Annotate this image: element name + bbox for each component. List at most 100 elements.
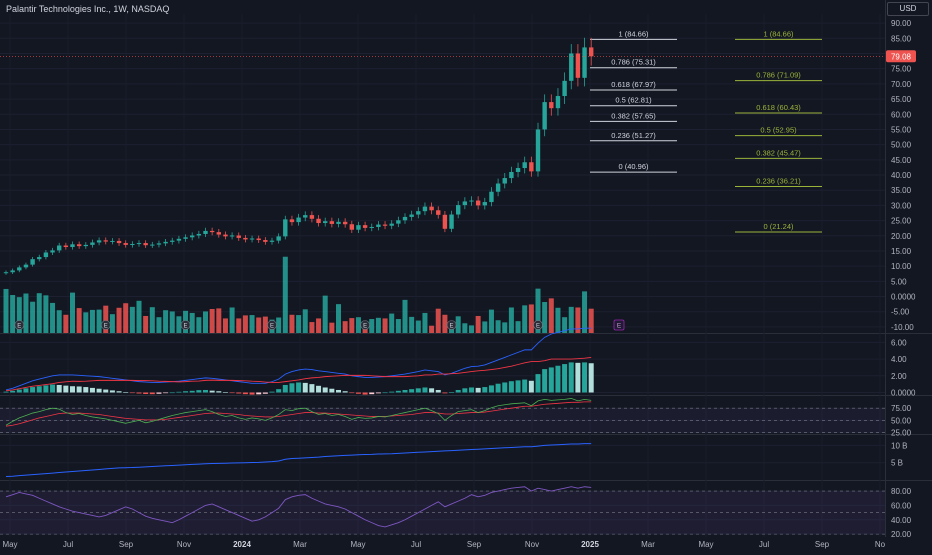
macd-histogram-bar [189,390,195,393]
volume-bar [508,307,514,333]
volume-bar [349,318,355,333]
macd-histogram-bar [369,392,375,395]
macd-histogram-bar [502,382,508,393]
macd-histogram-bar [16,389,22,393]
volume-bar [109,314,115,333]
candle-body [76,244,82,247]
candle-body [249,238,255,240]
price-tick-label-4: 70.00 [891,80,912,89]
candle-body [349,224,354,230]
candle-body [316,218,321,224]
osc-line [5,398,592,426]
candle-body [163,241,168,244]
candle-body [329,221,335,224]
rsi-tick-label-0: 80.00 [891,487,912,496]
candle-body [296,217,301,223]
candle-body [203,230,208,234]
earnings-marker-circle-1 [100,320,111,330]
volume-bar [588,308,594,333]
candle-body [83,244,88,247]
candle-body [569,53,574,81]
candle-body [529,162,534,172]
volume-bar [163,310,169,333]
macd-histogram-bar [103,389,109,393]
volume-bar [422,312,428,333]
volume-bar [515,321,521,333]
candle-body [422,206,428,212]
obv-tick-label-0: 10 B [891,441,907,450]
candle-body [515,168,521,172]
price-tick-label-9: 45.00 [891,156,912,165]
volume-bar [435,308,441,333]
macd-histogram-bar [3,391,9,393]
candle-body [502,178,507,184]
macd-histogram-bar [375,392,381,394]
volume-bar [10,295,16,333]
earnings-marker-circle-7 [533,320,543,330]
currency-label[interactable]: USD [887,2,929,16]
volume-bar [76,308,82,333]
candle-body [436,210,441,215]
price-tick-label-11: 35.00 [891,186,912,195]
candle-body [389,223,394,226]
candle-body [176,238,182,241]
macd-histogram-bar [449,392,455,393]
candle-body [589,47,594,57]
macd-histogram-bar [342,391,348,393]
volume-bar [83,312,89,333]
fib-left-level-label-3: 0.5 (62.81) [615,96,652,105]
volume-bar [289,314,295,333]
x-tick-label-10: 2025 [581,540,599,549]
macd-histogram-bar [522,379,528,393]
candle-body [303,215,308,218]
x-tick-label-9: Nov [525,540,539,549]
price-tick-label-0: 90.00 [891,19,912,28]
x-tick-label-8: Sep [467,540,482,549]
macd-histogram-bar [389,391,395,393]
fib-left-level-label-1: 0.786 (75.31) [611,58,656,67]
macd-histogram-bar [336,389,341,393]
volume-bar [482,321,488,333]
volume-bar [129,306,135,333]
rsi-tick-label-3: 20.00 [891,530,912,539]
macd-histogram-bar [169,392,175,394]
macd-histogram-bar [289,383,295,393]
volume-bar [63,314,69,333]
macd-histogram-bar [70,386,75,393]
volume-bar [369,319,375,333]
macd-tick-label-0: 6.00 [891,338,907,347]
candle-body [136,243,142,245]
macd-histogram-bar [143,392,149,394]
candle-body [283,219,288,237]
volume-bar [542,302,548,333]
macd-histogram-bar [462,388,468,393]
candle-body [342,221,348,225]
earnings-marker-label-4: E [363,324,367,330]
macd-histogram-bar [555,365,561,393]
volume-bar [123,303,129,333]
macd-histogram-bar [276,389,282,393]
osc-smoothing-line [5,401,592,427]
volume-bar [169,311,175,333]
earnings-marker-circle-2 [180,320,191,330]
macd-histogram-bar [435,389,441,393]
osc-band-fill [0,408,885,433]
candle-body [442,214,448,229]
macd-histogram-bar [129,392,135,394]
candle-body [229,235,235,237]
candle-body [456,205,461,215]
macd-histogram-bar [302,382,308,393]
macd-histogram-bar [30,387,36,393]
macd-histogram-bar [548,367,554,393]
earnings-marker-circle-3 [267,320,277,330]
rsi-band-fill [0,491,885,535]
candle-body [309,215,315,219]
macd-histogram-bar [482,387,488,393]
price-tick-label-15: 15.00 [891,247,912,256]
price-tick-label-1: 85.00 [891,34,912,43]
macd-histogram-bar [209,390,215,393]
candle-body [469,200,474,202]
volume-bar [216,308,222,333]
macd-histogram-bar [515,380,521,393]
macd-histogram-bar [249,392,255,395]
